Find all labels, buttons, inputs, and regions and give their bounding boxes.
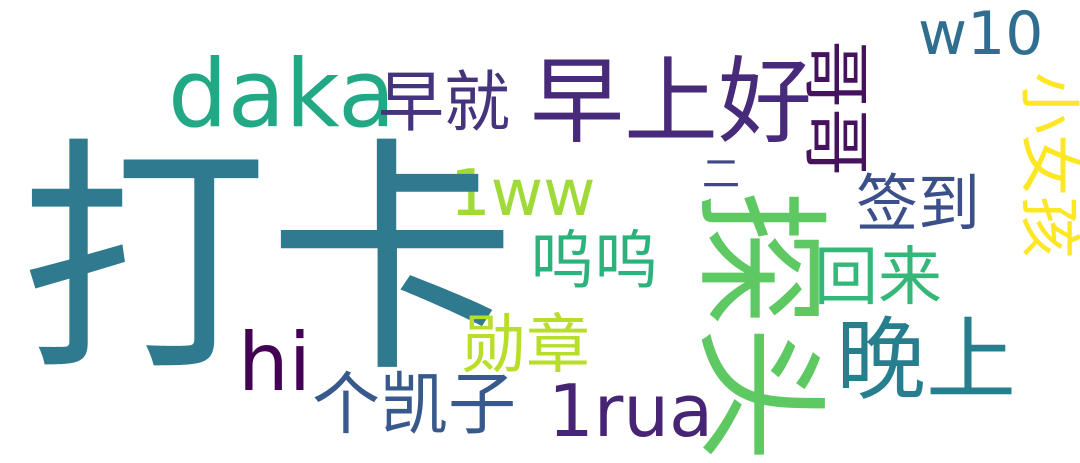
word-hi: hi (238, 316, 311, 409)
word-xunzhang: 勋章 (462, 309, 590, 383)
word-gekaizi: 个凯子 (312, 366, 517, 445)
word-w10: w10 (918, 0, 1044, 69)
word-1ww: 1ww (450, 157, 596, 231)
word-gege: 哥哥 (795, 40, 874, 177)
word-zaojiu: 早就 (378, 64, 510, 141)
word-daka-pinyin: daka (168, 40, 396, 149)
word-wanshang: 晚上 (836, 308, 1016, 413)
word-1rua: 1rua (548, 369, 714, 453)
word-wuwu: 呜呜 (530, 225, 658, 299)
word-daka: 打卡 (20, 118, 516, 406)
word-er: 二 (702, 152, 741, 196)
word-huilai: 回来 (814, 241, 942, 315)
word-qiandao: 签到 (856, 167, 981, 240)
word-xiaonvhai: 小女孩 (1013, 72, 1080, 259)
word-zaoshanghao: 早上好 (530, 48, 813, 157)
